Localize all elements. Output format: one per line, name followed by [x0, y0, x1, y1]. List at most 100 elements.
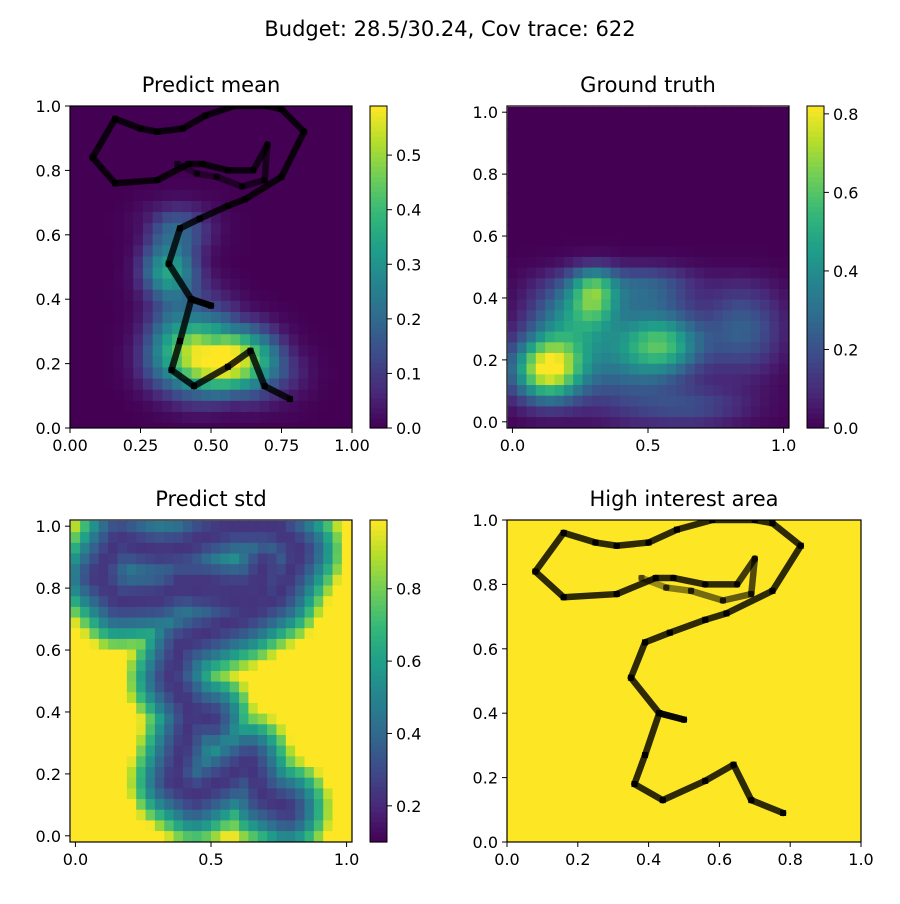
path-segment: [560, 590, 620, 601]
x-tick-label: 0.5: [635, 436, 660, 455]
path-waypoint: [176, 225, 183, 232]
x-tick-label: 0.50: [193, 436, 229, 455]
y-tick-label: 0.6: [36, 226, 61, 245]
y-tick-label: 0.4: [36, 290, 61, 309]
y-tick-label: 0.8: [473, 165, 498, 184]
path-waypoint: [592, 539, 599, 546]
path-waypoint: [278, 106, 285, 113]
path-waypoint: [241, 196, 248, 203]
path-segment: [701, 761, 737, 785]
path-waypoint: [688, 587, 695, 594]
colorbar: 0.0 0.2 0.4 0.6 0.8: [806, 105, 858, 438]
path-segment: [631, 751, 649, 788]
path-waypoint: [261, 383, 268, 390]
path-waypoint: [196, 215, 203, 222]
path-waypoint: [286, 396, 293, 403]
path-segment: [748, 796, 787, 817]
path-overlay: [532, 520, 805, 817]
x-tick-label: 0.0: [63, 850, 88, 869]
path-waypoint: [730, 761, 737, 768]
x-tick-label: 0.2: [565, 850, 590, 869]
path-segment: [179, 112, 209, 132]
path-segment: [202, 106, 237, 119]
path-segment: [723, 587, 776, 617]
path-segment: [261, 382, 294, 403]
path-waypoint: [199, 160, 206, 167]
path-waypoint: [734, 581, 741, 588]
path-waypoint: [670, 574, 677, 581]
path-segment: [165, 260, 195, 303]
path-waypoint: [224, 202, 231, 209]
path-waypoint: [191, 383, 198, 390]
panel-title: Ground truth: [580, 73, 716, 97]
y-tick-label: 1.0: [36, 517, 61, 536]
colorbar-tick-label: 0.0: [833, 419, 858, 438]
path-waypoint: [202, 112, 209, 119]
y-tick-label: 0.6: [36, 641, 61, 660]
path-segment: [173, 160, 201, 177]
path-segment: [670, 574, 709, 588]
path-segment: [641, 709, 663, 759]
path-waypoint: [638, 574, 645, 581]
path-waypoint: [137, 125, 144, 132]
y-tick-label: 1.0: [36, 97, 61, 116]
path-waypoint: [627, 674, 634, 681]
path-segment: [89, 115, 119, 161]
x-tick-label: 1.0: [848, 850, 873, 869]
path-segment: [645, 526, 681, 546]
x-tick-label: 0.8: [777, 850, 802, 869]
path-segment: [655, 709, 688, 723]
path-waypoint: [174, 160, 181, 167]
y-tick-label: 0.4: [473, 704, 498, 723]
x-tick-label: 0.0: [500, 436, 525, 455]
path-segment: [641, 629, 674, 646]
path-segment: [247, 347, 268, 390]
path-waypoint: [185, 160, 192, 167]
path-segment: [627, 639, 649, 682]
path-waypoint: [613, 591, 620, 598]
path-segment: [238, 176, 268, 190]
path-overlay: [89, 106, 308, 403]
y-tick-label: 1.0: [473, 103, 498, 122]
path-waypoint: [112, 180, 119, 187]
path-waypoint: [751, 520, 758, 523]
y-tick-label: 0.6: [473, 227, 498, 246]
path-waypoint: [264, 106, 271, 109]
path-segment: [701, 610, 730, 624]
path-waypoint: [645, 539, 652, 546]
path-waypoint: [188, 296, 195, 303]
path-segment: [196, 202, 232, 222]
x-tick-label: 1.0: [771, 436, 796, 455]
path-segment: [769, 520, 805, 550]
y-tick-label: 0.6: [473, 640, 498, 659]
path-waypoint: [656, 710, 663, 717]
path-segment: [663, 584, 695, 595]
path-waypoint: [532, 568, 539, 575]
y-tick-label: 0.4: [36, 703, 61, 722]
panel-title: High interest area: [589, 487, 778, 511]
path-waypoint: [797, 542, 804, 549]
heatmap-cells: [70, 106, 352, 428]
path-segment: [532, 568, 567, 601]
path-waypoint: [89, 154, 96, 161]
path-segment: [613, 574, 659, 598]
path-segment: [213, 173, 246, 190]
panel-4: High interest area 0.0 0.2 0.4 0.6 0.8 1.0 0.0 0…: [473, 487, 874, 869]
x-tick-label: 1.00: [334, 436, 370, 455]
panel-2: Ground truth 0.0 0.5 1.0 0.0 0.2 0.4 0.6 0.8 1.0 0…: [473, 73, 859, 455]
colorbar: 0.2 0.4 0.6 0.8: [369, 519, 421, 843]
x-tick-label: 0.6: [707, 850, 732, 869]
path-waypoint: [301, 128, 308, 135]
path-waypoint: [179, 125, 186, 132]
path-segment: [613, 539, 652, 550]
heatmap-cells: [507, 106, 789, 428]
path-waypoint: [261, 177, 268, 184]
path-segment: [193, 170, 220, 181]
path-waypoint: [112, 115, 119, 122]
colorbar-tick-label: 0.2: [396, 797, 421, 816]
y-tick-label: 0.2: [473, 769, 498, 788]
colorbar: 0.0 0.1 0.2 0.3 0.4 0.5: [369, 105, 421, 438]
path-segment: [638, 574, 670, 591]
